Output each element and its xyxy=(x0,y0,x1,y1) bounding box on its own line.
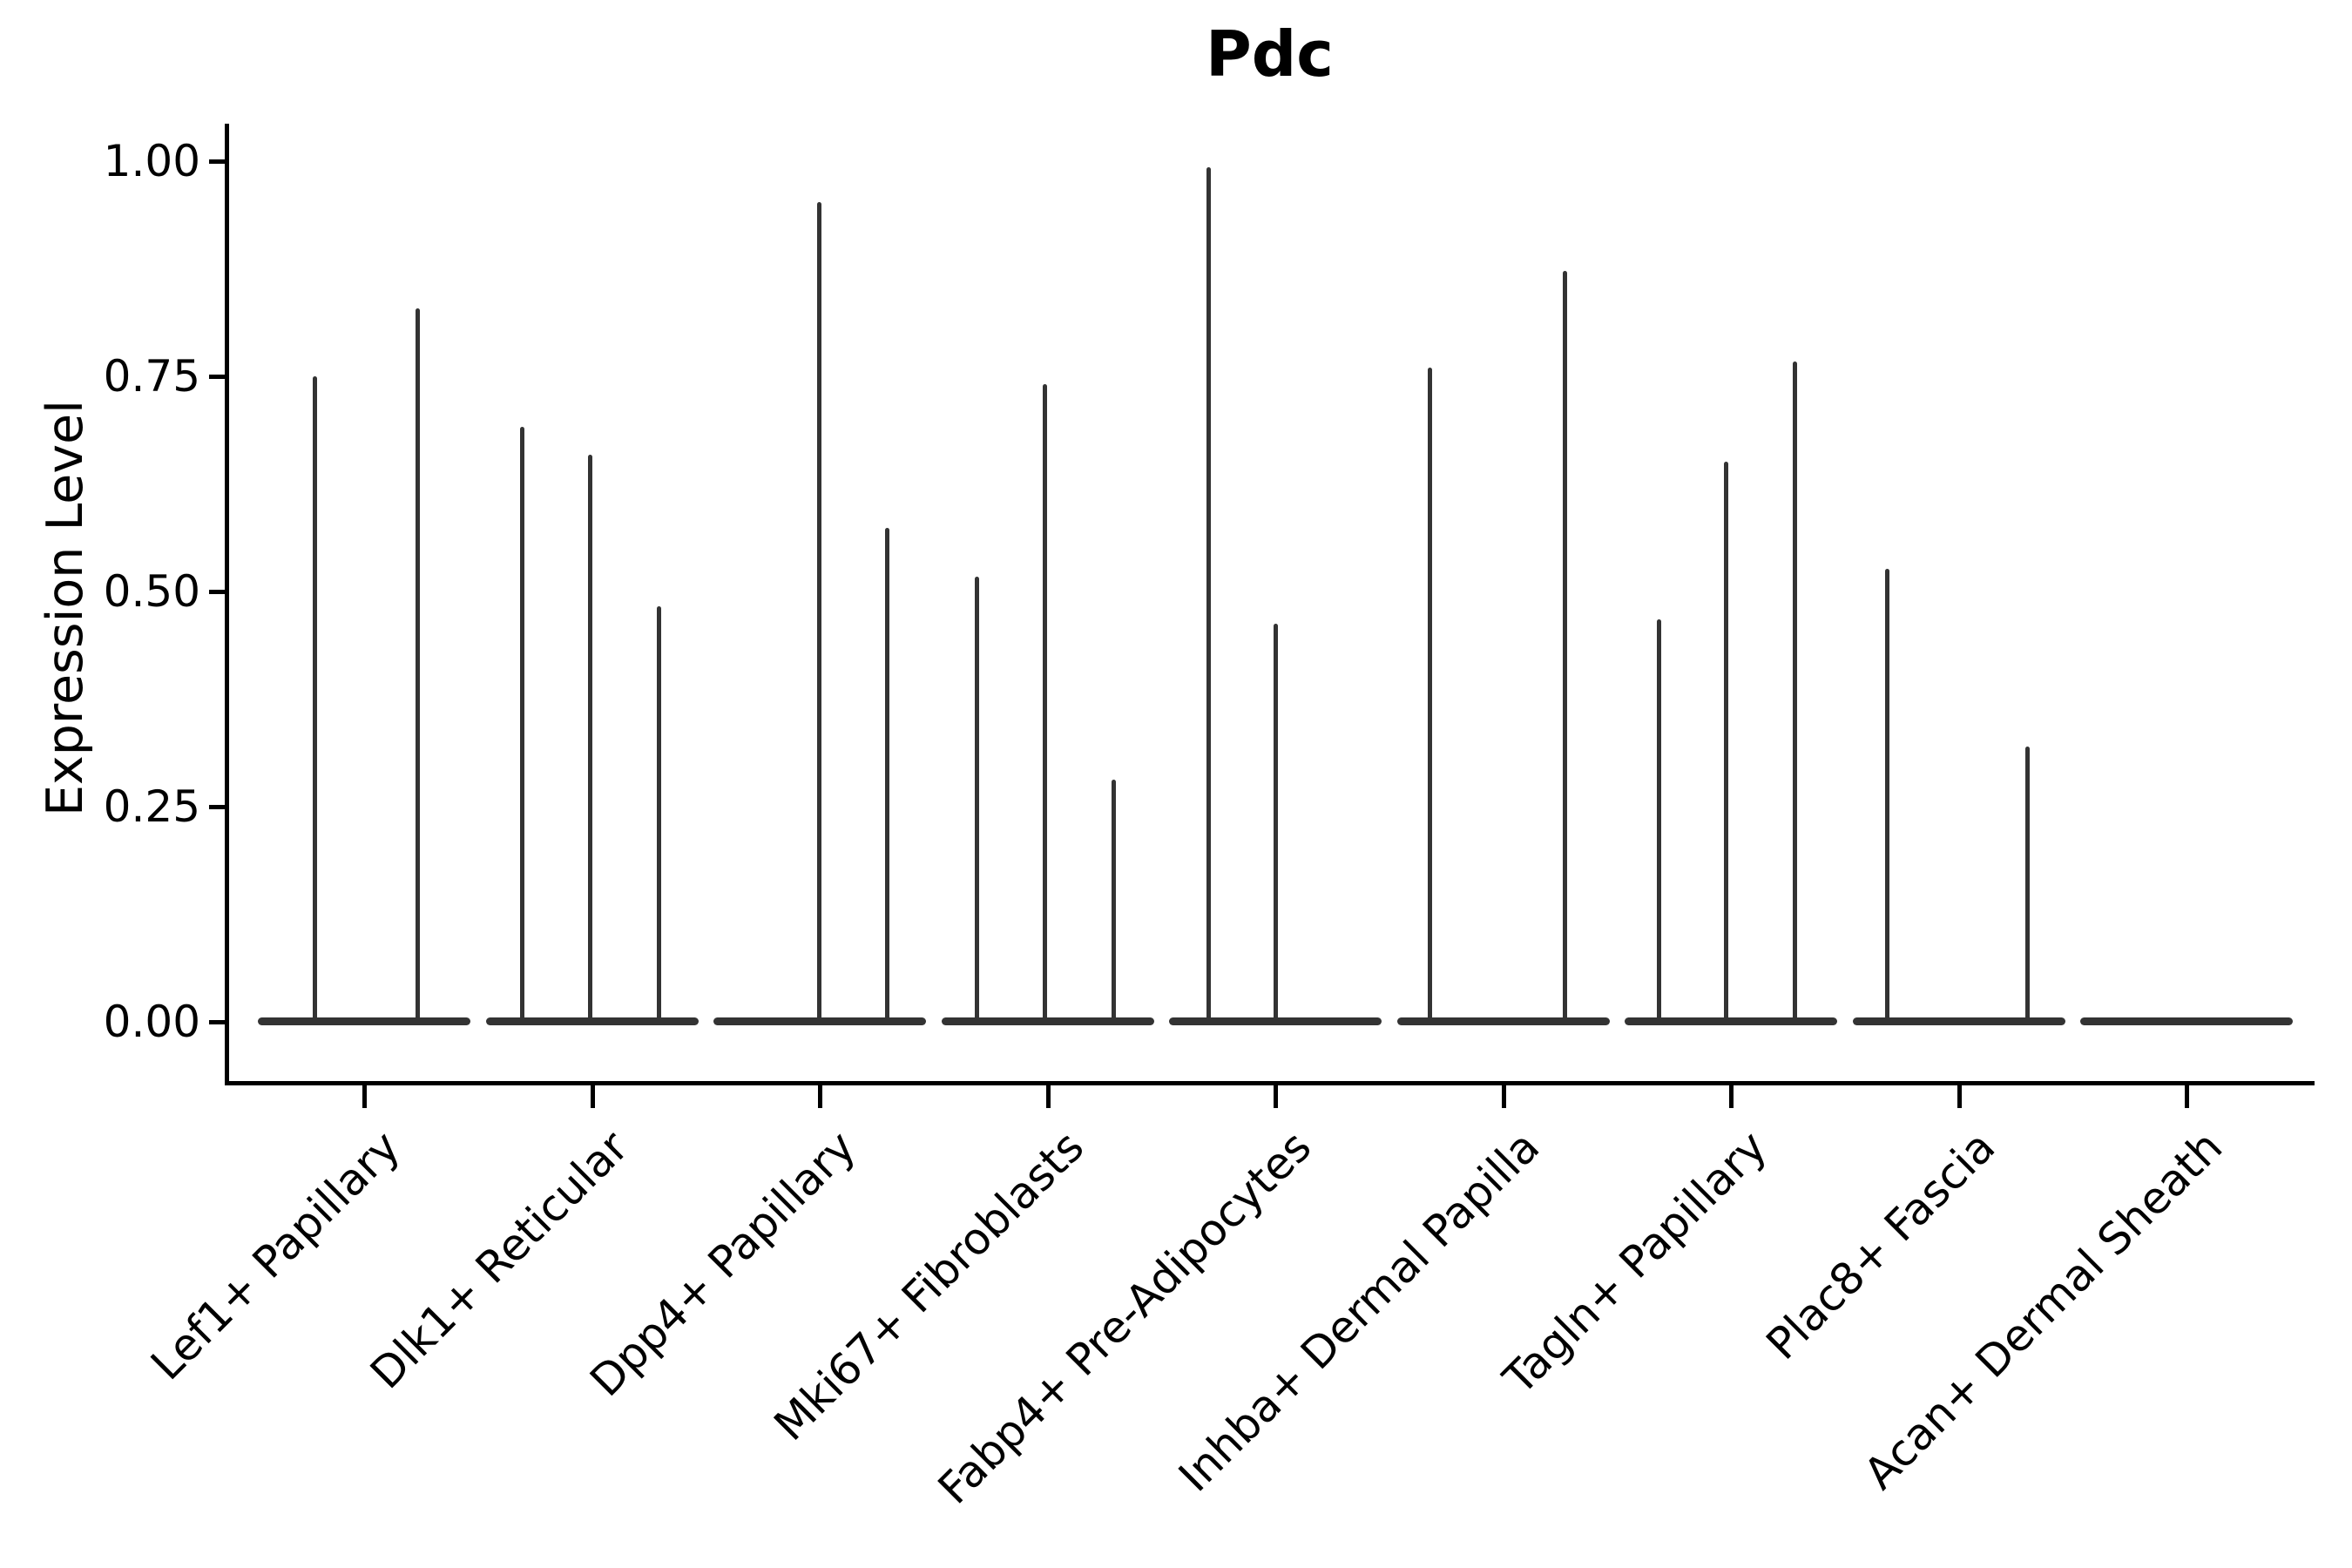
chart-title: Pdc xyxy=(1206,17,1334,91)
y-tick-mark xyxy=(209,159,225,164)
violin-baseline xyxy=(1169,1017,1382,1025)
violin-baseline xyxy=(1396,1017,1610,1025)
violin-spike xyxy=(1657,618,1661,1019)
y-tick-label: 0.50 xyxy=(103,566,200,617)
violin-spike xyxy=(656,605,661,1019)
violin-spike xyxy=(587,454,592,1019)
violin-spike xyxy=(1206,166,1211,1019)
y-tick-mark xyxy=(209,375,225,379)
x-tick-mark xyxy=(1729,1085,1734,1108)
x-tick-mark xyxy=(590,1085,595,1108)
y-tick-mark xyxy=(209,590,225,594)
x-axis-spine xyxy=(225,1081,2315,1085)
violin-spike xyxy=(2024,746,2030,1019)
violin-baseline xyxy=(258,1017,470,1025)
violin-spike xyxy=(817,202,821,1019)
x-tick-mark xyxy=(818,1085,822,1108)
violin-baseline xyxy=(941,1017,1154,1025)
violin-baseline xyxy=(2080,1017,2293,1025)
violin-spike xyxy=(1793,362,1797,1019)
violin-spike xyxy=(416,308,420,1019)
x-tick-mark xyxy=(1957,1085,1962,1108)
y-tick-label: 0.00 xyxy=(103,997,200,1047)
violin-baseline xyxy=(485,1017,699,1025)
violin-baseline xyxy=(1852,1017,2065,1025)
violin-spike xyxy=(1042,383,1047,1019)
violin-spike xyxy=(1884,569,1889,1019)
x-tick-label: Lef1+ Papillary xyxy=(141,1121,410,1390)
y-tick-mark xyxy=(209,1020,225,1024)
x-tick-mark xyxy=(1501,1085,1506,1108)
x-tick-mark xyxy=(1274,1085,1278,1108)
violin-spike xyxy=(1427,368,1432,1019)
y-tick-mark xyxy=(209,805,225,809)
violin-spike xyxy=(1562,271,1567,1019)
y-tick-label: 0.75 xyxy=(103,351,200,402)
violin-spike xyxy=(1274,623,1278,1019)
violin-baseline xyxy=(713,1017,926,1025)
violin-spike xyxy=(974,577,979,1019)
x-tick-mark xyxy=(2185,1085,2189,1108)
x-tick-mark xyxy=(1045,1085,1051,1108)
violin-spike xyxy=(313,376,317,1019)
violin-spike xyxy=(519,427,524,1019)
violin-spike xyxy=(1111,780,1116,1019)
y-tick-label: 1.00 xyxy=(103,136,200,186)
violin-spike xyxy=(1724,461,1728,1019)
y-tick-label: 0.25 xyxy=(103,781,200,832)
y-axis-spine xyxy=(225,124,229,1085)
violin-baseline xyxy=(1625,1017,1837,1025)
violin-spike xyxy=(885,527,889,1019)
x-tick-mark xyxy=(362,1085,367,1108)
